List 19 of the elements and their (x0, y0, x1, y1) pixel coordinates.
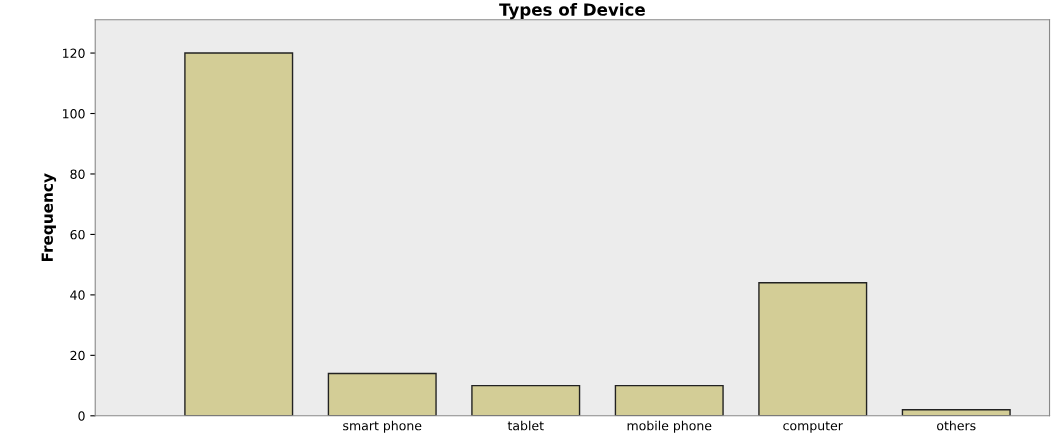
x-tick-label: tablet (507, 420, 544, 431)
y-tick-label: 100 (63, 108, 85, 119)
y-tick-label: 120 (63, 48, 85, 58)
x-tick-label: mobile phone (627, 420, 712, 433)
bar (614, 384, 724, 416)
y-tick-label: 40 (70, 290, 85, 300)
y-axis-title: Frequency (41, 173, 57, 262)
bar (758, 282, 868, 416)
y-tick-label: 80 (70, 169, 85, 179)
x-tick-label: smart phone (343, 420, 422, 433)
chart-title: Types of Device (499, 2, 645, 20)
y-tick-label: 20 (70, 350, 85, 361)
y-tick-label: 0 (78, 411, 85, 421)
bar (471, 384, 581, 416)
bar (327, 372, 437, 416)
x-tick-label: others (937, 420, 976, 431)
y-tick-label: 60 (70, 229, 85, 240)
x-tick-label: computer (783, 421, 843, 433)
bar (184, 52, 294, 416)
